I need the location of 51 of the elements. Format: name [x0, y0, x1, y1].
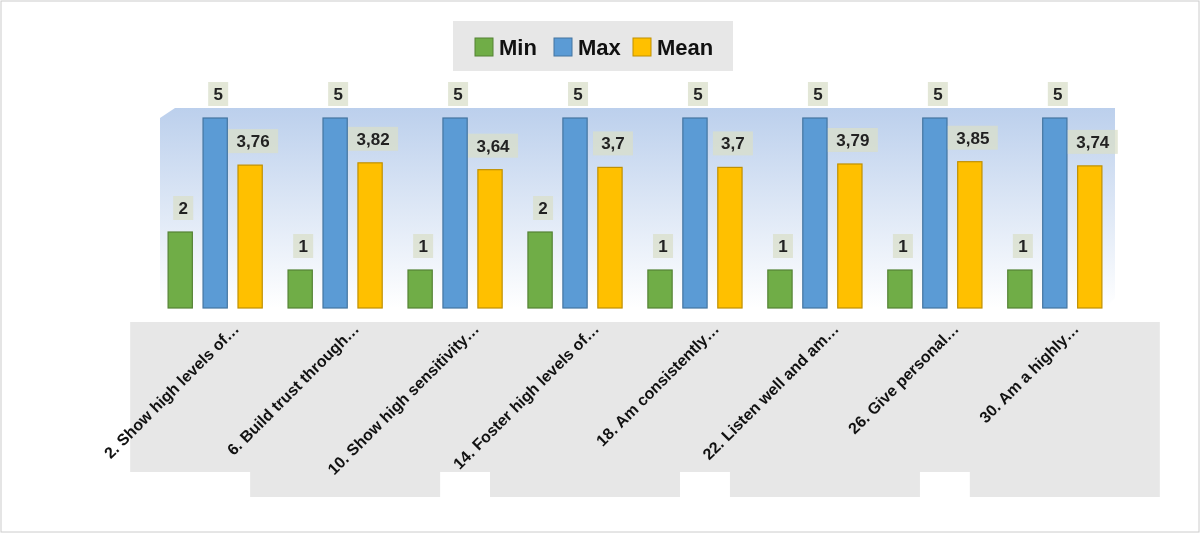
bar — [287, 269, 313, 309]
bar — [837, 163, 863, 309]
bar — [322, 117, 348, 309]
bar — [597, 166, 623, 309]
data-label: 2 — [178, 199, 188, 218]
bar — [562, 117, 588, 309]
bar — [1077, 165, 1103, 309]
data-label: 1 — [898, 237, 908, 256]
bar — [887, 269, 913, 309]
bar — [477, 169, 503, 309]
data-label: 3,76 — [236, 132, 270, 152]
bar — [167, 231, 193, 309]
legend-label: Mean — [657, 35, 714, 60]
data-label: 5 — [813, 85, 823, 104]
data-label: 5 — [573, 85, 583, 104]
bar — [527, 231, 553, 309]
data-label: 3,64 — [476, 136, 511, 156]
data-label: 5 — [333, 85, 343, 104]
bar — [647, 269, 673, 309]
data-label: 1 — [658, 237, 668, 256]
data-label: 5 — [1053, 85, 1063, 104]
data-label: 1 — [298, 237, 308, 256]
data-label: 3,7 — [721, 134, 745, 154]
data-label: 1 — [778, 237, 788, 256]
data-label: 5 — [693, 85, 703, 104]
data-label: 3,82 — [356, 129, 390, 149]
bar — [407, 269, 433, 309]
data-label: 5 — [933, 85, 943, 104]
bar — [1042, 117, 1068, 309]
data-label: 3,79 — [836, 130, 870, 150]
bar — [922, 117, 948, 309]
bar — [957, 161, 983, 309]
bar — [357, 162, 383, 309]
bar — [682, 117, 708, 309]
legend-label: Max — [578, 35, 622, 60]
bar — [202, 117, 228, 309]
bar — [767, 269, 793, 309]
data-label: 3,7 — [601, 134, 625, 154]
bar — [1007, 269, 1033, 309]
data-label: 5 — [453, 85, 463, 104]
legend-label: Min — [499, 35, 537, 60]
bar — [237, 164, 263, 309]
data-label: 5 — [213, 85, 223, 104]
data-label: 3,85 — [956, 128, 990, 148]
bar — [717, 166, 743, 309]
data-label: 3,74 — [1076, 132, 1110, 152]
data-label: 1 — [418, 237, 428, 256]
data-label: 2 — [538, 199, 548, 218]
data-label: 1 — [1018, 237, 1028, 256]
bar — [442, 117, 468, 309]
bar — [802, 117, 828, 309]
